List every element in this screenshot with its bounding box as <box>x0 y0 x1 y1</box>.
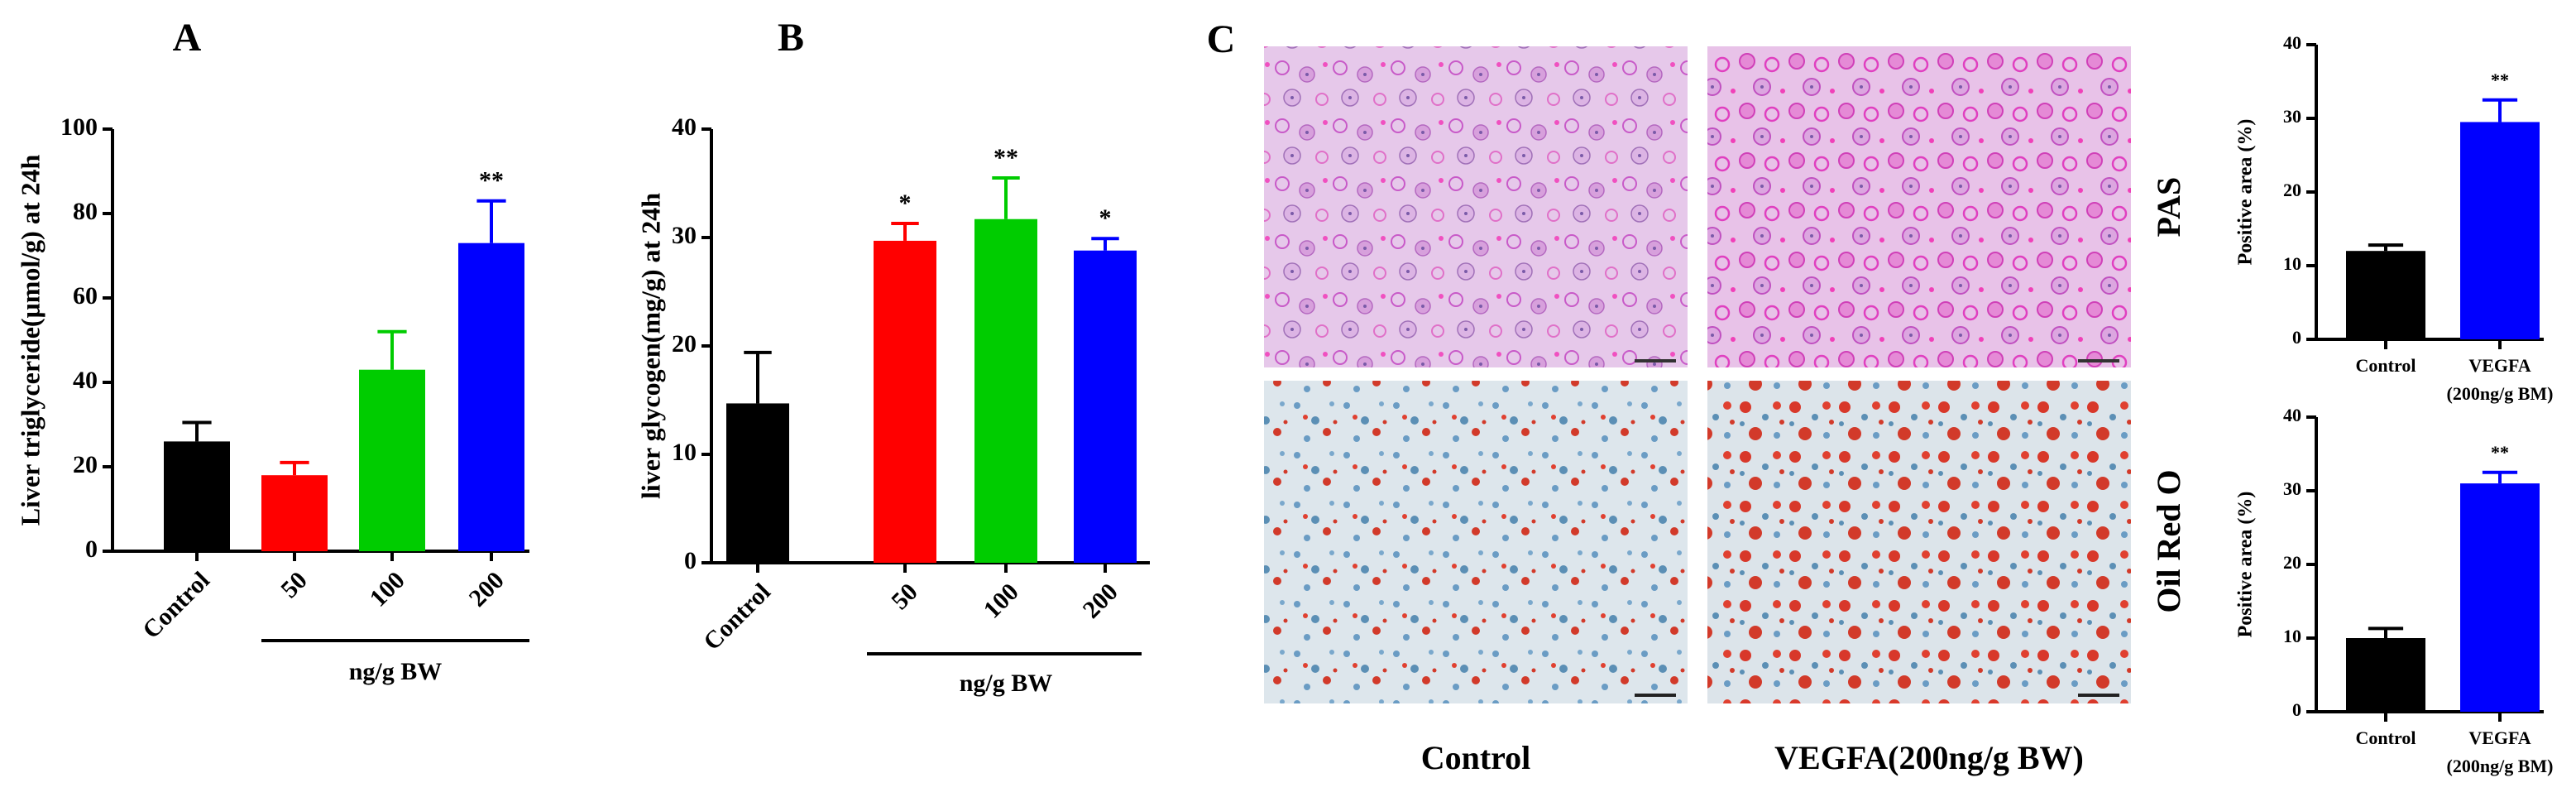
bar <box>2460 483 2540 712</box>
y-tick-label: 30 <box>2283 478 2301 499</box>
bar <box>2346 638 2425 712</box>
scale-bar <box>1635 359 1676 362</box>
row-label: Oil Red O <box>2150 469 2187 612</box>
y-tick-label: 0 <box>2292 327 2301 348</box>
x-tick-label: VEGFA <box>2468 727 2531 748</box>
x-tick-label: 50 <box>886 578 923 615</box>
y-tick-label: 30 <box>2283 106 2301 127</box>
x-tick-label: 50 <box>275 566 313 603</box>
micrograph <box>1707 381 2131 703</box>
scale-bar <box>2078 359 2119 362</box>
x-tick-label: 100 <box>979 578 1024 623</box>
micrograph <box>1264 46 1688 367</box>
column-label: Control <box>1421 739 1531 776</box>
bar <box>2460 122 2540 339</box>
panel-label: C <box>1207 17 1236 61</box>
y-tick-label: 60 <box>73 282 98 310</box>
group-label: ng/g BW <box>349 658 443 685</box>
x-tick-label: VEGFA <box>2468 355 2531 376</box>
significance: * <box>899 190 912 217</box>
y-tick-label: 20 <box>2283 552 2301 573</box>
scale-bar <box>2078 694 2119 697</box>
y-tick-label: 20 <box>2283 180 2301 200</box>
x-tick-label: Control <box>137 566 215 644</box>
micrograph <box>1264 381 1688 703</box>
bar <box>726 403 789 563</box>
x-tick-label: 200 <box>1078 578 1123 623</box>
y-tick-label: 0 <box>684 547 697 574</box>
panel-label: A <box>173 16 202 60</box>
y-tick-label: 10 <box>672 439 697 466</box>
y-tick-label: 0 <box>85 535 98 563</box>
y-tick-label: 40 <box>2283 32 2301 53</box>
bar <box>458 242 524 551</box>
group-label: ng/g BW <box>960 670 1053 697</box>
y-axis-label: Liver triglyceride(μmol/g) at 24h <box>15 155 45 526</box>
significance: ** <box>2491 442 2509 463</box>
x-tick-label: Control <box>698 578 776 655</box>
column-label: VEGFA(200ng/g BW) <box>1774 739 2084 776</box>
bar <box>874 240 936 563</box>
y-tick-label: 0 <box>2292 699 2301 720</box>
x-tick-label: 200 <box>464 566 510 612</box>
y-tick-label: 10 <box>2283 626 2301 646</box>
x-tick-label: Control <box>2356 355 2416 376</box>
significance: ** <box>994 144 1018 171</box>
y-tick-label: 40 <box>2283 405 2301 425</box>
y-tick-label: 40 <box>73 367 98 394</box>
micrograph <box>1707 46 2131 367</box>
scale-bar <box>1635 694 1676 697</box>
bar <box>164 441 230 551</box>
y-tick-label: 20 <box>73 451 98 478</box>
y-tick-label: 100 <box>60 113 98 141</box>
x-tick-label: (200ng/g BM) <box>2447 383 2554 404</box>
bar <box>359 369 425 551</box>
y-axis-label: Positive area (%) <box>2235 119 2257 266</box>
y-axis-label: Positive area (%) <box>2235 492 2257 638</box>
panel-label: B <box>778 16 804 60</box>
x-tick-label: (200ng/g BM) <box>2447 756 2554 776</box>
x-tick-label: Control <box>2356 727 2416 748</box>
bar <box>2346 251 2425 339</box>
significance: ** <box>479 167 504 194</box>
y-tick-label: 20 <box>672 330 697 358</box>
bar <box>974 218 1037 563</box>
y-tick-label: 80 <box>73 198 98 225</box>
y-tick-label: 40 <box>672 113 697 141</box>
significance: ** <box>2491 70 2509 90</box>
bar <box>1074 250 1137 563</box>
x-tick-label: 100 <box>365 566 410 612</box>
y-tick-label: 30 <box>672 222 697 249</box>
bar <box>261 475 328 551</box>
y-tick-label: 10 <box>2283 253 2301 274</box>
row-label: PAS <box>2150 177 2187 238</box>
y-axis-label: liver glycogen(mg/g) at 24h <box>635 193 665 499</box>
significance: * <box>1099 204 1112 232</box>
